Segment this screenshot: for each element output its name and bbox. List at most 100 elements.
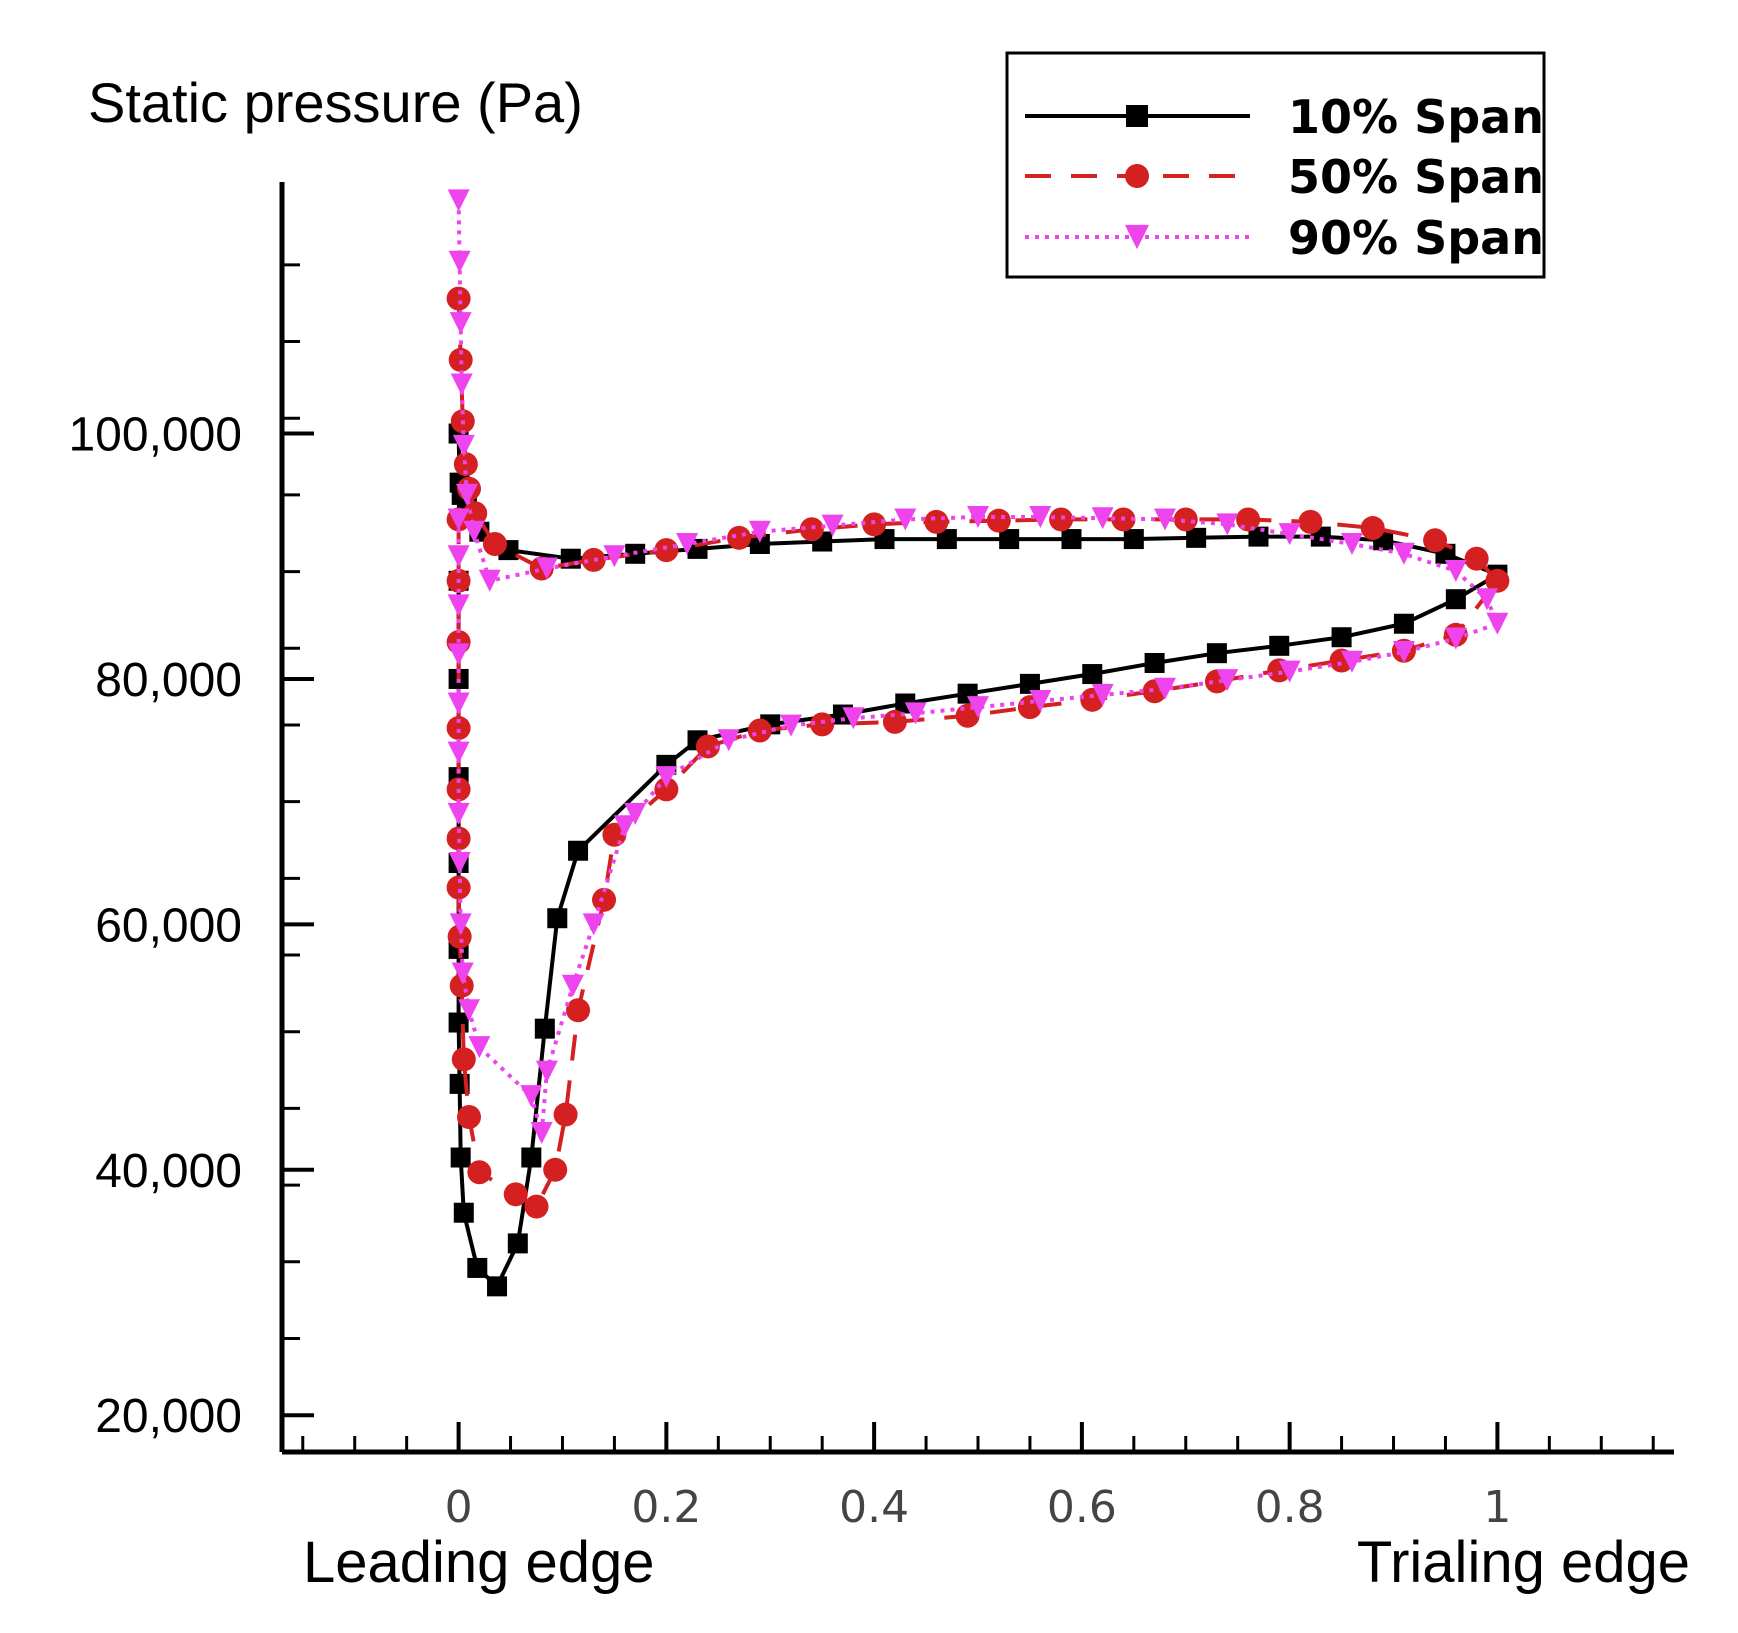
data-point-90-span (520, 1085, 543, 1108)
x-tick-label: 0.4 (839, 1482, 909, 1533)
data-point-90-span (447, 741, 470, 764)
data-point-50-span (810, 712, 835, 737)
data-point-50-span (924, 509, 949, 534)
data-point-90-span (1340, 650, 1363, 673)
y-tick-label: 20,000 (95, 1390, 242, 1443)
data-point-90-span (449, 312, 472, 335)
data-point-10-span (448, 1012, 469, 1033)
data-point-10-span (534, 1018, 555, 1039)
legend-marker-50-span (1125, 164, 1149, 188)
data-point-90-span (451, 962, 474, 985)
x-tick-label: 0 (445, 1482, 473, 1533)
y-tick-label: 40,000 (95, 1145, 242, 1198)
data-point-90-span (1278, 660, 1301, 683)
legend-marker-symbol (1126, 105, 1148, 127)
data-point-10-span (1144, 653, 1165, 674)
data-point-50-span (503, 1182, 528, 1207)
data-point-10-span (1123, 529, 1144, 550)
data-point-90-span (448, 852, 471, 875)
data-point-90-span (582, 913, 605, 936)
data-point-90-span (748, 520, 771, 543)
data-point-50-span (1173, 507, 1198, 532)
series-90-span (447, 189, 1509, 1144)
data-point-90-span (447, 594, 470, 617)
legend: 10% Span 50% Span 90% Span (1005, 51, 1546, 279)
data-point-90-span (449, 913, 472, 936)
x-tick-label: 1 (1483, 1482, 1511, 1533)
data-point-90-span (535, 1060, 558, 1083)
legend-label-50-span: 50% Span (1288, 150, 1544, 204)
data-point-90-span (676, 532, 699, 555)
legend-item-50-span: 50% Span (1025, 150, 1544, 204)
series-50-span (446, 286, 1510, 1219)
legend-label-90-span: 90% Span (1288, 211, 1544, 265)
data-point-90-span (447, 643, 470, 666)
data-point-90-span (478, 569, 501, 592)
data-point-90-span (561, 974, 584, 997)
data-point-10-span (467, 1257, 488, 1278)
data-point-10-span (521, 1147, 542, 1168)
data-point-90-span (967, 505, 989, 528)
data-point-90-span (1444, 559, 1467, 582)
x-tick-label: 0.2 (631, 1482, 701, 1533)
data-point-10-span (1186, 527, 1207, 548)
data-point-90-span (1340, 532, 1363, 555)
data-point-90-span (613, 815, 636, 838)
data-point-50-span (581, 547, 606, 572)
data-point-90-span (717, 729, 740, 752)
data-point-50-span (727, 525, 752, 550)
data-point-90-span (967, 696, 989, 719)
data-point-90-span (1486, 612, 1509, 635)
data-point-10-span (1061, 529, 1082, 550)
legend-box (1005, 51, 1546, 279)
data-point-50-span (553, 1102, 578, 1127)
data-point-90-span (1091, 507, 1114, 530)
data-point-50-span (446, 286, 471, 311)
data-point-50-span (451, 1047, 476, 1072)
y-tick-label: 80,000 (95, 654, 242, 707)
data-point-90-span (448, 250, 471, 273)
data-point-50-span (1360, 516, 1385, 541)
data-point-90-span (447, 692, 470, 715)
data-point-10-span (749, 533, 770, 554)
x-tick-label: 0.8 (1255, 1482, 1325, 1533)
data-point-10-span (1445, 589, 1466, 610)
trailing-edge-label: Trialing edge (1357, 1530, 1690, 1595)
data-point-10-span (568, 840, 589, 861)
data-point-90-span (1216, 669, 1239, 692)
data-point-50-span (747, 718, 772, 743)
legend-item-10-span: 10% Span (1025, 90, 1544, 144)
data-point-90-span (468, 1036, 491, 1059)
data-point-90-span (655, 766, 678, 789)
data-point-50-span (1298, 509, 1323, 534)
data-point-90-span (894, 508, 917, 531)
data-point-10-span (936, 529, 957, 550)
legend-marker-symbol (1124, 224, 1150, 250)
data-point-50-span (592, 887, 617, 912)
data-point-90-span (463, 520, 486, 543)
data-point-50-span (456, 1105, 481, 1130)
data-point-10-span (453, 1202, 474, 1223)
legend-marker-90-span (1124, 224, 1150, 250)
data-point-90-span (624, 802, 647, 825)
data-point-90-span (450, 373, 473, 396)
data-point-50-span (446, 826, 471, 851)
data-point-90-span (447, 802, 470, 825)
data-point-90-span (1029, 505, 1052, 528)
data-point-10-span (1082, 664, 1103, 685)
data-point-10-span (999, 529, 1020, 550)
series-line-10-span (456, 433, 1502, 1290)
data-point-10-span (1019, 673, 1040, 694)
data-point-50-span (447, 924, 472, 949)
data-point-90-span (455, 483, 478, 506)
data-point-90-span (452, 434, 475, 457)
y-minor-ticks (282, 263, 300, 1417)
data-point-50-span (862, 512, 887, 537)
data-point-50-span (566, 998, 591, 1023)
data-point-90-span (821, 514, 844, 537)
data-point-10-span (1331, 627, 1352, 648)
legend-label-10-span: 10% Span (1288, 90, 1544, 144)
data-point-50-span (524, 1194, 549, 1219)
